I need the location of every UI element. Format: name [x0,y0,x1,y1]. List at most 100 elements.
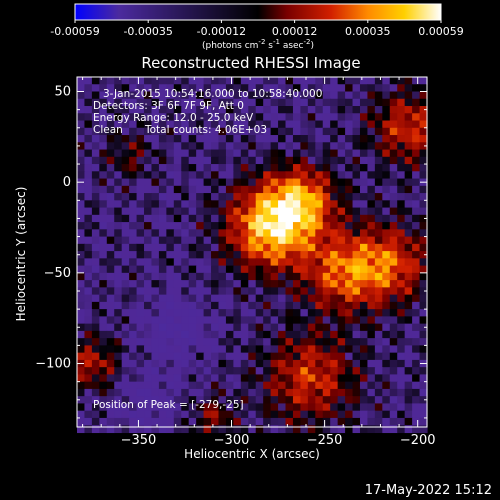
heatmap-cell [99,294,108,303]
heatmap-cell [389,207,398,216]
heatmap-cell [315,193,324,201]
heatmap-cell [77,149,86,158]
heatmap-cell [203,127,212,136]
heatmap-cell [99,396,108,405]
heatmap-cell [84,243,93,252]
heatmap-cell [270,127,279,136]
heatmap-cell [315,91,324,100]
heatmap-cell [99,120,108,129]
heatmap-cell [91,135,100,143]
heatmap-cell [114,135,123,143]
heatmap-cell [419,84,428,93]
heatmap-cell [307,388,316,397]
heatmap-cell [188,251,197,259]
heatmap-cell [278,193,287,201]
heatmap-cell [285,388,294,397]
heatmap-cell [315,338,324,346]
heatmap-cell [203,359,212,368]
heatmap-cell [419,135,428,143]
heatmap-cell [188,330,197,339]
heatmap-cell [307,294,316,303]
colorbar [74,3,442,21]
heatmap-cell [248,309,257,317]
heatmap-cell [188,316,197,325]
heatmap-cell [270,251,279,259]
heatmap-cell [99,251,108,259]
heatmap-cell [106,113,115,122]
heatmap-cell [270,113,279,122]
heatmap-cell [263,127,272,136]
heatmap-cell [270,142,279,151]
heatmap-cell [158,388,167,397]
heatmap-cell [270,164,279,172]
heatmap-cell [166,323,175,332]
heatmap-cell [248,388,257,397]
heatmap-cell [173,193,182,201]
heatmap-cell [345,338,354,346]
heatmap-cell [300,338,309,346]
heatmap-cell [270,156,279,165]
heatmap-cell [196,316,205,325]
heatmap-cell [121,214,130,223]
heatmap-cell [263,251,272,259]
heatmap-cell [225,193,234,201]
heatmap-cell [77,345,86,354]
heatmap-cell [188,207,197,216]
heatmap-cell [412,156,421,165]
heatmap-cell [315,359,324,368]
heatmap-cell [367,345,376,354]
heatmap-cell [374,287,383,296]
heatmap-cell [99,301,108,310]
heatmap-cell [248,149,257,158]
heatmap-cell [292,367,302,376]
heatmap-cell [77,251,86,259]
heatmap-cell [240,417,249,426]
heatmap-cell [203,251,212,259]
heatmap-cell [166,301,175,310]
heatmap-cell [144,142,153,151]
heatmap-cell [382,265,391,274]
heatmap-cell [397,294,406,303]
heatmap-cell [307,403,316,412]
heatmap-cell [397,301,406,310]
heatmap-cell [106,120,115,129]
heatmap-cell [91,396,100,405]
heatmap-cell [84,272,93,281]
heatmap-cell [374,164,383,172]
heatmap-cell [99,149,108,158]
heatmap-cell [188,272,197,281]
heatmap-cell [367,84,376,93]
heatmap-cell [91,309,100,317]
heatmap-cell [397,214,406,223]
heatmap-cell [263,338,272,346]
heatmap-cell [91,243,100,252]
heatmap-cell [412,171,421,180]
heatmap-cell [121,425,130,434]
heatmap-cell [337,142,346,151]
heatmap-cell [397,222,406,230]
heatmap-cell [307,98,316,107]
heatmap-cell [240,77,249,85]
heatmap-cell [255,316,264,325]
heatmap-cell [158,149,167,158]
heatmap-cell [255,149,264,158]
heatmap-cell [233,156,242,165]
heatmap-cell [307,323,316,332]
heatmap-cell [300,403,309,412]
heatmap-cell [337,164,346,172]
heatmap-cell [248,229,257,238]
heatmap-cell [270,265,279,274]
heatmap-cell [233,164,242,172]
heatmap-cell [285,251,294,259]
heatmap-cell [419,403,428,412]
heatmap-cell [173,84,182,93]
heatmap-cell [240,207,249,216]
heatmap-cell [181,359,190,368]
heatmap-cell [345,367,354,376]
heatmap-cell [404,193,413,201]
heatmap-cell [300,200,309,209]
heatmap-cell [404,149,413,158]
heatmap-cell [278,381,287,390]
heatmap-cell [181,345,190,354]
heatmap-cell [203,106,212,114]
